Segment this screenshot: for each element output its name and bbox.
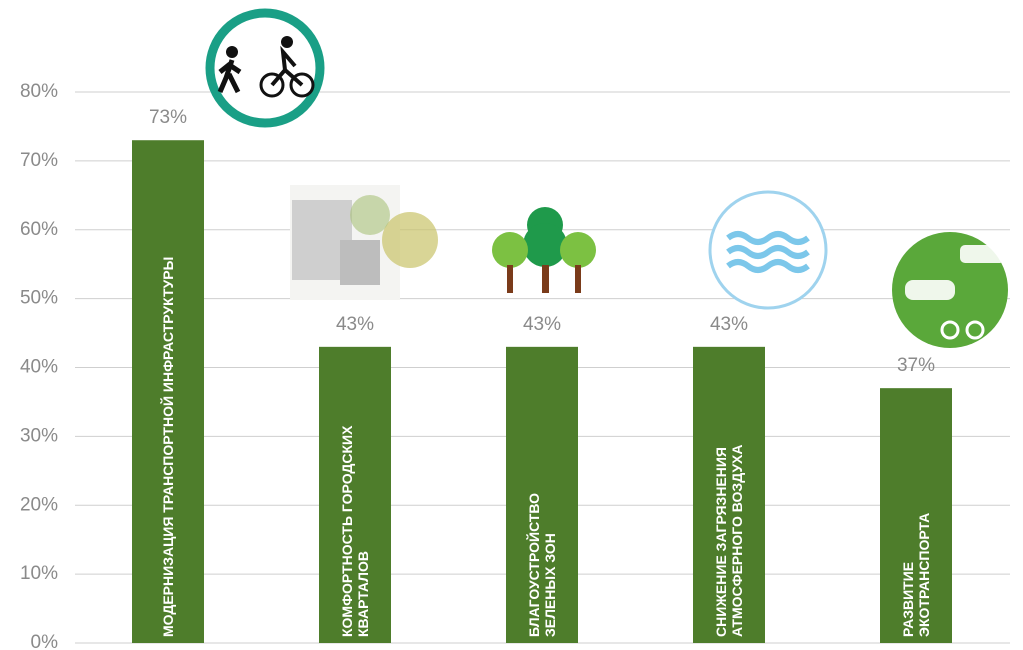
bus (960, 245, 1005, 263)
y-tick-label: 80% (20, 81, 58, 102)
page: 0%10%20%30%40%50%60%70%80% 73%43%43%43%3… (0, 0, 1023, 650)
value-label: 73% (149, 107, 187, 128)
y-tick-label: 50% (20, 288, 58, 309)
category-label: СНИЖЕНИЕ ЗАГРЯЗНЕНИЯ АТМОСФЕРНОГО ВОЗДУХ… (693, 137, 765, 637)
y-tick-label: 20% (20, 494, 58, 515)
y-tick-label: 10% (20, 563, 58, 584)
category-label: МОДЕРНИЗАЦИЯ ТРАНСПОРТНОЙ ИНФРАСТРУКТУРЫ (132, 137, 204, 637)
y-tick-label: 70% (20, 150, 58, 171)
cyclist-head (281, 36, 293, 48)
y-tick-label: 30% (20, 425, 58, 446)
y-tick-label: 0% (31, 632, 59, 650)
category-label: РАЗВИТИЕ ЭКОТРАНСПОРТА (880, 137, 952, 637)
category-label: БЛАГОУСТРОЙСТВО ЗЕЛЕНЫХ ЗОН (506, 137, 578, 637)
pedestrian-head (226, 46, 238, 58)
y-tick-label: 40% (20, 357, 58, 378)
category-label: КОМФОРТНОСТЬ ГОРОДСКИХ КВАРТАЛОВ (319, 137, 391, 637)
y-tick-label: 60% (20, 219, 58, 240)
